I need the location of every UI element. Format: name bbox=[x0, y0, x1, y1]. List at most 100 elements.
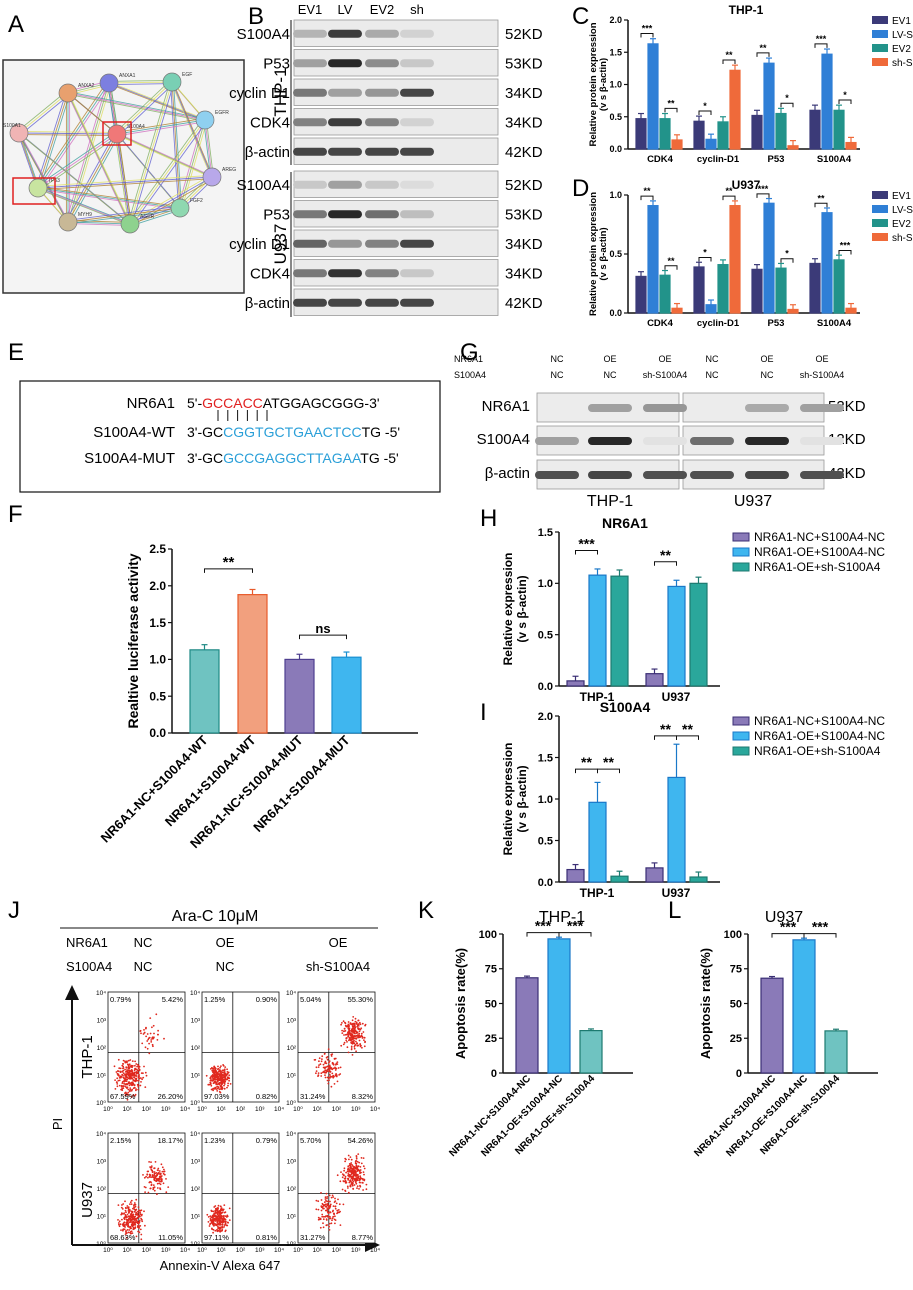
panel-letter-c: C bbox=[572, 3, 589, 30]
axis-tick: 10⁴ bbox=[96, 990, 106, 997]
flow-event-dot bbox=[131, 1066, 134, 1069]
y-tick-label: 1.5 bbox=[149, 616, 166, 630]
y-tick-label: 50 bbox=[730, 998, 742, 1010]
flow-event-dot bbox=[118, 1223, 120, 1226]
flow-event-dot bbox=[343, 1167, 346, 1170]
flow-event-dot bbox=[342, 1030, 345, 1033]
flow-event-dot bbox=[354, 1167, 357, 1170]
flow-event-dot bbox=[347, 1035, 350, 1038]
axis-tick: 10² bbox=[287, 1186, 297, 1193]
flow-event-dot bbox=[136, 1071, 139, 1074]
flow-event-dot bbox=[135, 1219, 138, 1222]
flow-event-dot bbox=[341, 1176, 344, 1179]
flow-event-dot bbox=[219, 1219, 222, 1222]
blot-band bbox=[745, 404, 789, 412]
sig-label: * bbox=[703, 248, 707, 258]
bar bbox=[647, 205, 659, 314]
flow-event-dot bbox=[155, 1013, 158, 1016]
axis-tick: 10¹ bbox=[123, 1247, 133, 1254]
flow-event-dot bbox=[134, 1215, 137, 1218]
flow-event-dot bbox=[209, 1081, 212, 1084]
flow-event-dot bbox=[217, 1227, 220, 1230]
sig-bracket bbox=[640, 195, 654, 201]
flow-event-dot bbox=[334, 1069, 337, 1071]
sequence-label: NR6A1 bbox=[127, 395, 175, 412]
network-node bbox=[120, 214, 140, 234]
legend-label: sh-S100A4 bbox=[892, 58, 913, 69]
flow-event-dot bbox=[210, 1088, 213, 1091]
flow-event-dot bbox=[144, 1071, 147, 1074]
flow-event-dot bbox=[227, 1082, 230, 1085]
flow-event-dot bbox=[126, 1070, 128, 1073]
quadrant-value: 0.82% bbox=[256, 1092, 278, 1101]
flow-event-dot bbox=[324, 1074, 326, 1076]
flow-event-dot bbox=[220, 1073, 223, 1075]
blot-band bbox=[745, 471, 789, 479]
flow-event-dot bbox=[117, 1222, 120, 1224]
y-tick-label: 75 bbox=[730, 964, 742, 976]
sig-label: *** bbox=[780, 919, 797, 935]
flow-event-dot bbox=[152, 1187, 155, 1190]
kd-label: 53KD bbox=[505, 206, 543, 223]
flow-event-dot bbox=[351, 1181, 353, 1184]
flow-event-dot bbox=[340, 1171, 342, 1173]
flow-event-dot bbox=[128, 1084, 131, 1087]
y-tick-label: 0 bbox=[736, 1068, 742, 1080]
flow-event-dot bbox=[350, 1045, 353, 1048]
protein-label: S100A4 bbox=[237, 177, 290, 194]
network-edge bbox=[69, 84, 112, 224]
flow-event-dot bbox=[206, 1213, 209, 1216]
y-tick-label: 0.0 bbox=[149, 726, 166, 740]
flow-event-dot bbox=[151, 1176, 154, 1178]
flow-event-dot bbox=[209, 1083, 212, 1086]
network-edge bbox=[131, 121, 207, 226]
sig-bracket bbox=[575, 549, 598, 555]
y-tick-label: 1.0 bbox=[609, 80, 622, 90]
flow-event-dot bbox=[219, 1230, 222, 1233]
flow-event-dot bbox=[355, 1040, 357, 1043]
flow-event-dot bbox=[132, 1215, 135, 1218]
flow-event-dot bbox=[326, 1209, 329, 1211]
flow-event-dot bbox=[345, 1039, 348, 1042]
flow-event-dot bbox=[217, 1071, 219, 1074]
flow-event-dot bbox=[126, 1213, 129, 1216]
flow-event-dot bbox=[216, 1076, 219, 1079]
flow-event-dot bbox=[323, 1053, 326, 1055]
flow-event-dot bbox=[329, 1200, 331, 1203]
lane-label: sh bbox=[410, 2, 424, 17]
flow-event-dot bbox=[223, 1226, 226, 1228]
network-edge bbox=[129, 176, 213, 225]
flow-event-dot bbox=[339, 1180, 342, 1183]
legend-label: LV-S100A4 bbox=[892, 30, 913, 41]
quadrant-value: 8.77% bbox=[352, 1233, 374, 1242]
flow-event-dot bbox=[217, 1206, 219, 1209]
bar bbox=[689, 876, 708, 883]
sig-label: *** bbox=[812, 919, 829, 935]
flow-event-dot bbox=[350, 1047, 353, 1049]
flow-event-dot bbox=[355, 1164, 358, 1167]
bar bbox=[547, 938, 571, 1074]
chart-title: THP-1 bbox=[539, 909, 585, 926]
group-value: OE bbox=[329, 935, 348, 950]
blot-band bbox=[800, 471, 844, 479]
flow-event-dot bbox=[328, 1225, 330, 1228]
quadrant-value: 11.05% bbox=[158, 1233, 183, 1242]
row-label: NR6A1 bbox=[66, 935, 108, 950]
flow-event-dot bbox=[329, 1077, 331, 1079]
flow-event-dot bbox=[152, 1184, 155, 1186]
flow-event-dot bbox=[125, 1066, 128, 1069]
flow-event-dot bbox=[218, 1222, 221, 1225]
legend-label: NR6A1-NC+S100A4-NC bbox=[754, 530, 885, 544]
flow-event-dot bbox=[122, 1059, 125, 1062]
y-axis-label: (v s β-actin) bbox=[598, 58, 609, 111]
flow-event-dot bbox=[153, 1167, 156, 1170]
flow-event-dot bbox=[122, 1067, 124, 1070]
blot-band bbox=[800, 404, 844, 412]
network-edge bbox=[18, 132, 39, 189]
flow-event-dot bbox=[346, 1046, 349, 1049]
y-axis-label: Apoptosis rate(%) bbox=[453, 948, 468, 1059]
blot-band bbox=[328, 29, 362, 38]
flow-event-dot bbox=[216, 1213, 219, 1216]
protein-label: S100A4 bbox=[237, 26, 290, 43]
flow-event-dot bbox=[348, 1164, 351, 1167]
